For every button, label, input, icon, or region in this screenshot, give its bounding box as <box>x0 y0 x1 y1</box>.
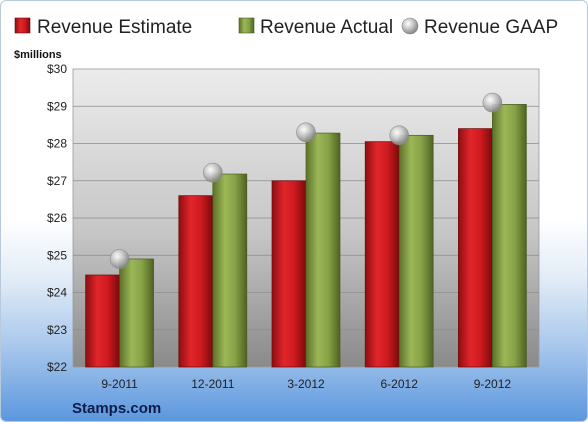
actual-bar <box>212 173 248 368</box>
estimate-bar <box>178 195 214 368</box>
legend-item-estimate: Revenue Estimate <box>14 17 192 38</box>
legend-item-actual: Revenue Actual <box>238 17 393 38</box>
legend-item-gaap: Revenue GAAP <box>401 17 558 38</box>
estimate-bar <box>271 180 307 368</box>
legend-label-estimate: Revenue Estimate <box>37 17 192 38</box>
y-tick-label: $28 <box>47 137 67 151</box>
x-axis-ticks: 9-2011 12-2011 3-2012 6-2012 9-2012 <box>101 377 511 391</box>
estimate-bar <box>364 141 400 368</box>
x-tick-label: 3-2012 <box>287 377 325 391</box>
source-label: Stamps.com <box>72 400 161 417</box>
estimate-bar <box>85 274 120 368</box>
legend: Revenue Estimate Revenue Actual Revenue … <box>14 17 558 38</box>
y-tick-label: $30 <box>47 62 67 76</box>
legend-swatch-gaap <box>401 17 419 35</box>
y-tick-label: $23 <box>47 323 67 337</box>
x-tick-label: 9-2011 <box>101 377 138 391</box>
actual-bar <box>119 258 154 368</box>
bars <box>85 104 527 368</box>
legend-label-gaap: Revenue GAAP <box>424 17 558 38</box>
legend-swatch-estimate <box>14 17 31 34</box>
gaap-marker <box>109 249 130 269</box>
gaap-marker <box>203 162 223 183</box>
y-tick-label: $27 <box>47 174 67 188</box>
actual-bar <box>305 132 341 368</box>
estimate-bar <box>458 128 493 368</box>
y-tick-label: $26 <box>47 211 67 225</box>
y-tick-label: $22 <box>47 360 67 374</box>
legend-label-actual: Revenue Actual <box>260 17 393 38</box>
gaap-marker <box>296 122 316 143</box>
y-axis-unit-label: $millions <box>14 49 62 61</box>
actual-bar <box>492 104 527 368</box>
gaap-marker <box>482 92 503 113</box>
y-tick-label: $24 <box>47 286 67 300</box>
x-tick-label: 12-2011 <box>191 377 234 391</box>
y-tick-label: $25 <box>47 248 67 262</box>
gaap-marker <box>389 125 410 146</box>
x-tick-label: 6-2012 <box>381 377 419 391</box>
x-tick-label: 9-2012 <box>474 377 512 391</box>
gaap-markers <box>109 92 503 269</box>
y-tick-label: $29 <box>47 99 67 113</box>
y-axis-ticks: $22 $23 $24 $25 $26 $27 $28 $29 $30 <box>47 62 67 374</box>
legend-swatch-actual <box>238 17 255 34</box>
actual-bar <box>398 134 434 368</box>
